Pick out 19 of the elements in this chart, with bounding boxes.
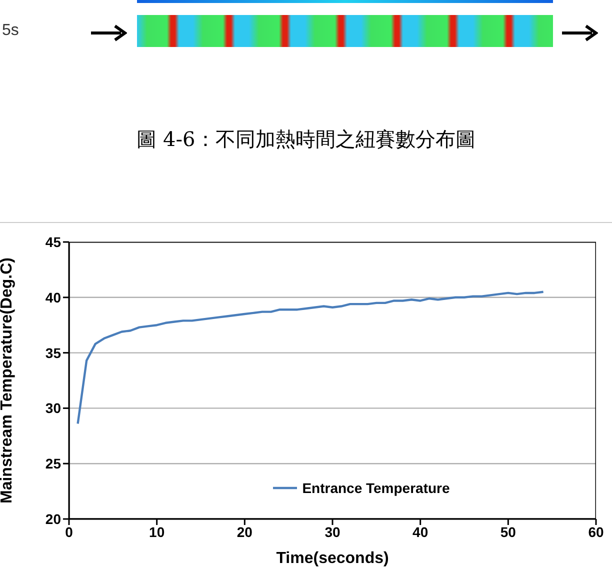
y-axis-title: Mainstream Temperature(Deg.C) <box>0 258 16 504</box>
text: 5s <box>2 22 19 40</box>
x-tick-label: 50 <box>500 524 516 540</box>
x-tick-label: 60 <box>588 524 604 540</box>
y-tick-label: 25 <box>45 456 62 472</box>
x-tick-label: 10 <box>149 524 165 540</box>
caption: 圖 4-6：不同加熱時間之紐賽數分布圖 <box>136 126 476 153</box>
y-tick-label: 40 <box>45 289 62 306</box>
x-tick-label: 40 <box>412 524 428 540</box>
y-tick-label: 30 <box>45 400 62 416</box>
x-tick-label: 30 <box>324 524 340 540</box>
x-tick-label: 0 <box>65 524 74 540</box>
y-tick-label: 20 <box>45 510 62 527</box>
y-tick-label: 45 <box>45 234 62 250</box>
y-tick-label: 35 <box>45 344 62 361</box>
line-series <box>76 290 544 425</box>
legend-label: Entrance Temperature <box>302 480 450 496</box>
x-axis-title: Time(seconds) <box>276 550 389 567</box>
x-tick-label: 20 <box>236 524 253 540</box>
